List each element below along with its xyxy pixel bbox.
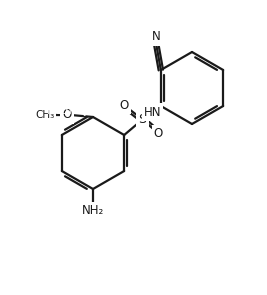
Text: O: O xyxy=(41,107,51,120)
Text: O: O xyxy=(62,109,72,122)
Text: S: S xyxy=(139,113,147,126)
Text: methoxy: methoxy xyxy=(45,114,51,115)
Text: N: N xyxy=(151,30,160,43)
Text: NH₂: NH₂ xyxy=(82,204,104,217)
Text: HN: HN xyxy=(144,106,161,119)
Text: O: O xyxy=(62,107,72,120)
Text: methoxy: methoxy xyxy=(46,106,89,116)
Text: CH₃: CH₃ xyxy=(36,110,55,120)
Text: O: O xyxy=(120,99,129,112)
Text: O: O xyxy=(154,127,163,140)
